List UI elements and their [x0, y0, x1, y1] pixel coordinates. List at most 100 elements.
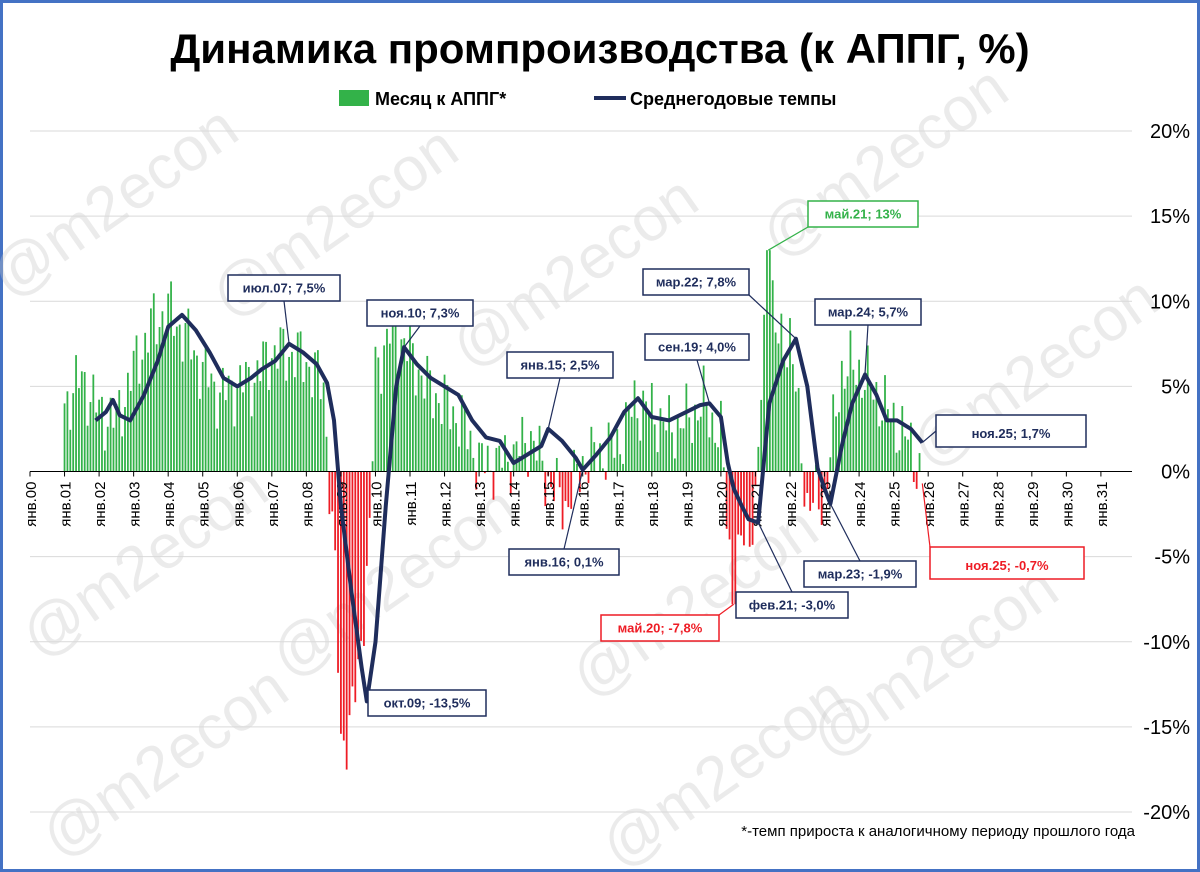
- bar: [406, 361, 409, 472]
- annotation: мар.22; 7,8%: [642, 268, 797, 340]
- bar: [463, 405, 466, 472]
- annotation-leader: [283, 300, 290, 344]
- bar: [515, 441, 518, 472]
- bar: [216, 428, 219, 472]
- bar: [141, 359, 144, 472]
- bar: [527, 471, 529, 477]
- annotation-box: [367, 689, 487, 717]
- bar: [904, 436, 907, 472]
- bar: [694, 404, 696, 472]
- bar: [227, 375, 230, 472]
- bar: [167, 293, 170, 472]
- bar: [121, 436, 124, 472]
- bar: [270, 358, 273, 472]
- bar: [466, 449, 469, 472]
- bar: [481, 443, 483, 472]
- bar: [126, 372, 129, 472]
- bar: [639, 440, 642, 472]
- bar: [101, 396, 103, 472]
- bar: [103, 450, 106, 472]
- legend: Месяц к АППГ* Среднегодовые темпы: [339, 89, 836, 109]
- y-tick-label: -20%: [1143, 802, 1190, 824]
- annotation-label: окт.09; -13,5%: [384, 696, 471, 711]
- annotation-label: мар.24; 5,7%: [828, 305, 909, 320]
- bar: [711, 412, 714, 472]
- bar: [440, 423, 443, 472]
- bar: [544, 471, 547, 507]
- x-tick-label: янв.23: [818, 482, 835, 527]
- footnote: *-темп прироста к аналогичному периоду п…: [741, 823, 1135, 840]
- average-line: [94, 312, 924, 704]
- bar: [478, 442, 480, 472]
- y-tick-label: -15%: [1143, 717, 1190, 739]
- y-tick-label: -5%: [1154, 547, 1190, 569]
- bar: [239, 365, 242, 472]
- x-tick-label: янв.22: [783, 482, 800, 527]
- x-tick-label: янв.00: [23, 482, 40, 527]
- bar: [314, 352, 316, 472]
- bar: [273, 345, 276, 472]
- annotation: май.21; 13%: [767, 200, 919, 251]
- bar: [63, 403, 66, 472]
- bar: [322, 382, 325, 472]
- bar: [135, 335, 138, 472]
- annotation-leader: [403, 325, 421, 348]
- bar: [69, 429, 72, 472]
- y-tick-label: 5%: [1161, 376, 1190, 398]
- bar: [541, 460, 544, 472]
- bar: [777, 343, 780, 472]
- bar: [636, 418, 639, 472]
- bar: [564, 471, 567, 501]
- bar: [757, 446, 760, 472]
- bar: [340, 471, 342, 734]
- bar: [460, 395, 463, 472]
- bar: [161, 311, 164, 472]
- bar: [820, 471, 823, 525]
- bar: [144, 332, 147, 472]
- bar: [380, 393, 383, 472]
- bar: [662, 421, 665, 472]
- annotation-leader: [767, 226, 809, 251]
- bar: [486, 445, 489, 472]
- bar: [622, 463, 624, 472]
- bar: [388, 343, 391, 472]
- x-tick-label: янв.11: [403, 482, 420, 526]
- bar: [532, 440, 535, 472]
- annotation-label: мар.23; -1,9%: [818, 567, 903, 582]
- watermark-text: @m2econ: [898, 262, 1170, 481]
- bar: [498, 445, 501, 472]
- bar: [688, 417, 691, 472]
- bar: [613, 457, 616, 472]
- bar: [751, 471, 754, 545]
- bar: [886, 409, 889, 472]
- bar: [835, 416, 837, 472]
- annotation-label: ноя.10; 7,3%: [381, 306, 460, 321]
- bar: [561, 471, 564, 530]
- x-tick-label: янв.17: [610, 482, 627, 527]
- bar: [426, 355, 429, 472]
- bar: [233, 426, 236, 472]
- bar: [728, 471, 731, 540]
- bar: [650, 382, 653, 472]
- annotation-label: июл.07; 7,5%: [243, 281, 326, 296]
- bar: [397, 371, 400, 472]
- y-axis-ticks: 20% 15% 10% 5% 0% -5% -10% -15% -20%: [1143, 121, 1190, 824]
- bar: [265, 341, 267, 472]
- bar: [806, 471, 809, 493]
- bar: [80, 371, 83, 472]
- bar: [812, 471, 814, 503]
- bar: [118, 390, 121, 472]
- bar: [653, 424, 656, 472]
- bar: [371, 461, 374, 472]
- bar: [852, 369, 855, 472]
- watermark-layer: @m2econ@m2econ@m2econ@m2econ@m2econ@m2ec…: [0, 52, 1170, 872]
- bar: [915, 471, 918, 489]
- bar: [633, 380, 636, 472]
- bar: [175, 326, 178, 472]
- bar: [302, 382, 305, 472]
- bar: [748, 471, 751, 547]
- bar: [221, 367, 224, 472]
- bar: [152, 293, 155, 472]
- bar: [198, 398, 201, 472]
- x-tick-label: янв.27: [956, 482, 973, 527]
